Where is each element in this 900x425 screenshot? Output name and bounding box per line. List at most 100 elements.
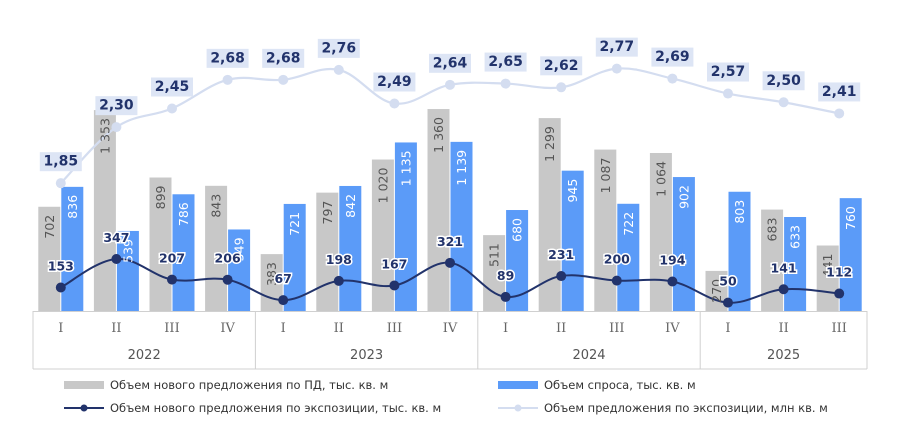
bar-demand-label: 680 — [510, 218, 525, 242]
legend-swatch — [64, 381, 104, 389]
line-supply-exposition-label: 2,30 — [99, 98, 134, 114]
line-new-supply-exposition-label: 167 — [381, 256, 407, 271]
bar-demand — [450, 141, 473, 311]
bar-new-supply-pd-label: 383 — [264, 262, 279, 286]
x-tick-label: I — [281, 321, 286, 336]
bar-demand-label: 760 — [843, 206, 858, 230]
bar-demand — [228, 229, 251, 311]
x-tick-label: II — [334, 321, 344, 336]
x-tick-label: I — [58, 321, 63, 336]
legend-label: Объем нового предложения по экспозиции, … — [110, 401, 441, 415]
x-tick-label: II — [111, 321, 121, 336]
bar-new-supply-pd-label: 683 — [765, 218, 780, 242]
x-tick-label: IV — [665, 321, 680, 336]
line-supply-exposition-label-bg — [540, 56, 583, 76]
bar-demand — [116, 230, 139, 311]
line-supply-exposition-point — [167, 103, 177, 114]
bar-new-supply-pd-label: 797 — [320, 201, 335, 225]
x-tick-label: II — [556, 321, 566, 336]
line-supply-exposition-label: 2,69 — [655, 49, 690, 65]
line-new-supply-exposition-label: 50 — [719, 274, 737, 289]
bar-demand — [728, 191, 751, 311]
line-new-supply-exposition-point — [55, 282, 66, 293]
line-supply-exposition-point — [778, 97, 789, 108]
line-supply-exposition-label-bg — [373, 72, 416, 92]
year-label: 2025 — [767, 348, 800, 363]
line-supply-exposition-label-bg — [818, 82, 861, 102]
line-new-supply-exposition-label: 112 — [826, 265, 852, 280]
bar-demand-label: 722 — [621, 212, 636, 236]
bar-new-supply-pd-label: 899 — [153, 185, 168, 209]
line-new-supply-exposition-label: 321 — [437, 234, 463, 249]
x-tick-label: IV — [220, 321, 235, 336]
line-new-supply-exposition-point — [445, 257, 455, 268]
line-supply-exposition-point — [611, 63, 622, 74]
bar-demand — [506, 210, 529, 311]
line-supply-exposition-label-bg — [95, 96, 138, 116]
line-new-supply-exposition-point — [278, 295, 289, 306]
x-tick-label: I — [503, 321, 508, 336]
bar-new-supply-pd — [538, 118, 561, 311]
bar-new-supply-pd — [594, 149, 617, 311]
line-new-supply-exposition-point — [667, 276, 678, 287]
bar-new-supply-pd-label: 441 — [820, 254, 835, 278]
line-supply-exposition-label: 2,68 — [210, 50, 245, 66]
line-new-supply-exposition-label: 153 — [48, 259, 74, 274]
line-supply-exposition-label-bg — [595, 37, 638, 57]
line-new-supply-exposition-label: 67 — [274, 271, 291, 286]
legend-label: Объем нового предложения по ПД, тыс. кв.… — [110, 378, 388, 392]
bars-layer — [38, 109, 862, 311]
line-supply-exposition-label: 2,76 — [322, 40, 357, 56]
legend-swatch-marker — [514, 404, 522, 412]
legend-label: Объем предложения по экспозиции, млн кв.… — [544, 401, 828, 415]
line-supply-exposition-label-bg — [429, 53, 471, 73]
line-supply-exposition-point — [556, 82, 567, 93]
line-supply-exposition-point — [445, 79, 455, 90]
bar-demand-label: 945 — [565, 179, 580, 203]
bar-new-supply-pd-label: 1 020 — [375, 167, 390, 203]
bar-new-supply-pd-label: 1 299 — [542, 126, 557, 162]
bar-demand-label: 1 135 — [398, 150, 413, 186]
line-new-supply-exposition-point — [834, 288, 845, 299]
bar-demand — [394, 142, 417, 311]
bar-demand-label: 803 — [732, 200, 747, 224]
line-supply-exposition-point — [667, 73, 678, 84]
line-supply-exposition-point — [333, 64, 344, 75]
line-supply-exposition-label: 2,64 — [433, 55, 468, 71]
line-supply-exposition-label-bg — [707, 62, 749, 82]
bar-new-supply-pd — [649, 152, 672, 311]
bar-demand-label: 539 — [120, 239, 135, 263]
line-new-supply-exposition-label: 200 — [604, 252, 630, 267]
bar-demand-label: 721 — [287, 212, 302, 236]
year-label: 2022 — [128, 348, 161, 363]
x-tick-label: III — [164, 321, 179, 336]
line-supply-exposition-label-bg — [39, 152, 82, 172]
bar-new-supply-pd-label: 1 064 — [653, 161, 668, 197]
line-supply-exposition-label-bg — [484, 52, 527, 72]
line-supply-exposition — [60, 67, 840, 184]
line-supply-exposition-label: 1,85 — [44, 154, 79, 170]
bar-new-supply-pd — [38, 206, 61, 311]
line-supply-exposition-point — [389, 98, 400, 109]
bar-new-supply-pd — [761, 209, 784, 311]
bar-demand-label: 836 — [65, 195, 80, 219]
bar-demand — [61, 186, 84, 311]
bar-demand — [172, 194, 195, 311]
bar-demand — [617, 203, 640, 311]
line-new-supply-exposition-point — [222, 274, 233, 285]
bar-new-supply-pd-label: 270 — [709, 279, 724, 303]
year-label: 2023 — [350, 348, 383, 363]
x-tick-label: I — [725, 321, 730, 336]
line-new-supply-exposition-label: 231 — [548, 247, 574, 262]
line-new-supply-exposition-point — [389, 280, 400, 291]
line-new-supply-exposition-label: 141 — [771, 260, 797, 275]
line-supply-exposition-label: 2,50 — [766, 73, 801, 89]
bar-demand-label: 902 — [676, 185, 691, 209]
bar-demand-label: 786 — [176, 202, 191, 226]
line-new-supply-exposition-label: 89 — [497, 268, 514, 283]
line-new-supply-exposition-label: 207 — [159, 251, 185, 266]
line-new-supply-exposition-label: 194 — [659, 252, 685, 267]
bar-new-supply-pd — [427, 109, 450, 311]
line-supply-exposition-label: 2,65 — [488, 54, 523, 70]
